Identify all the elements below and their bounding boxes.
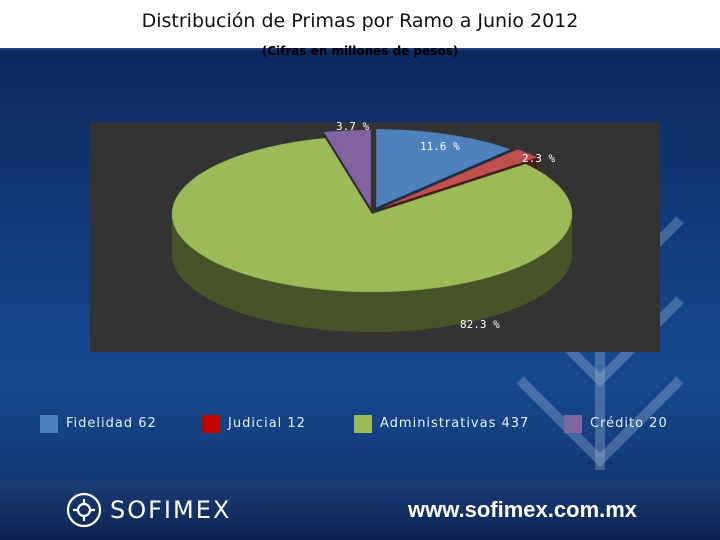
chart-subtitle: (Cifras en millones de pesos) [261, 44, 459, 58]
pie-chart: 11.6 % 2.3 % 82.3 % 3.7 % [171, 122, 573, 332]
legend-swatch-judicial [202, 415, 220, 433]
pie-slice-fidelidad [376, 129, 511, 208]
legend-label-judicial: Judicial 12 [228, 416, 306, 431]
pie-label-credito: 3.7 % [336, 122, 369, 133]
pie-wall-administrativas [172, 214, 572, 332]
footer-bar [0, 480, 720, 540]
legend-label-fidelidad: Fidelidad 62 [66, 416, 157, 431]
website-url: www.sofimex.com.mx [408, 497, 638, 522]
pie-slice-judicial [383, 149, 538, 208]
pie-label-administrativas: 82.3 % [460, 318, 500, 331]
legend-label-administrativas: Administrativas 437 [380, 416, 530, 431]
pie-slice-administrativas [171, 137, 573, 293]
chart-title: Distribución de Primas por Ramo a Junio … [141, 10, 579, 32]
sofimex-logo-icon [66, 492, 102, 528]
pie-label-fidelidad: 11.6 % [420, 140, 460, 153]
legend-swatch-administrativas [354, 415, 372, 433]
brand-name: SOFIMEX [110, 496, 232, 524]
pie-label-judicial: 2.3 % [522, 152, 555, 165]
chart-plot-area: 11.6 % 2.3 % 82.3 % 3.7 % [90, 122, 660, 352]
title-bar [0, 0, 720, 50]
chart-legend: Fidelidad 62 Judicial 12 Administrativas… [0, 413, 720, 437]
legend-swatch-fidelidad [40, 415, 58, 433]
legend-label-credito: Crédito 20 [590, 416, 668, 431]
legend-swatch-credito [564, 415, 582, 433]
pie-slice-credito [323, 129, 372, 209]
